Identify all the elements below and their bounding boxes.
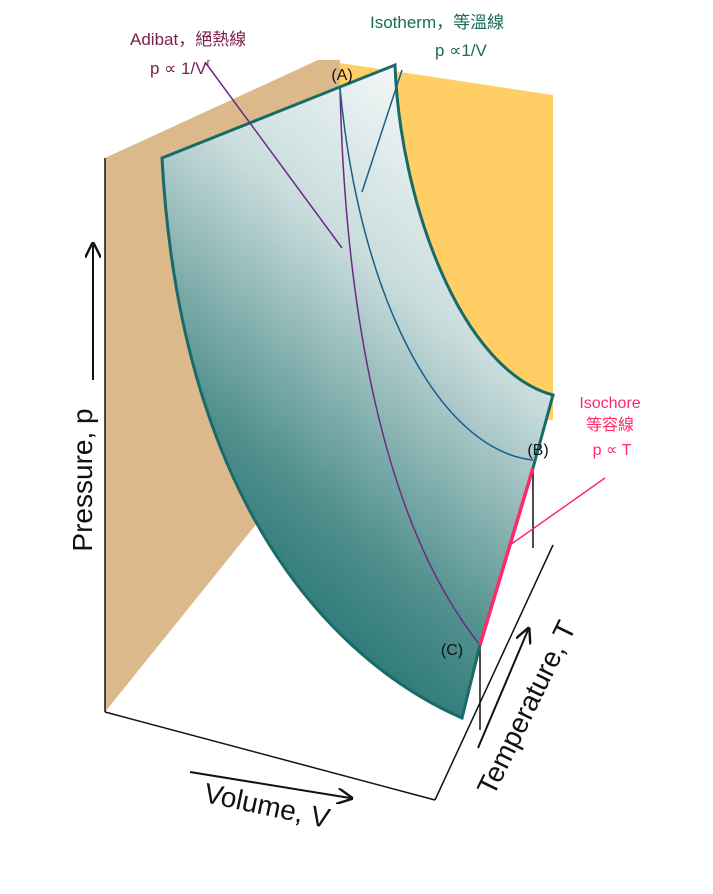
- isochore-formula: p ∝ T: [593, 442, 632, 459]
- floor-edge: [434, 544, 554, 801]
- point-label: (C): [441, 642, 463, 659]
- volume-label: Volume, V: [201, 777, 333, 834]
- adiabat-curve: [339, 87, 481, 646]
- temperature-arrow: [477, 630, 528, 749]
- isotherm-leader: [361, 69, 403, 193]
- isochore-line: [478, 467, 535, 646]
- isochore-title: Isochore: [579, 395, 640, 412]
- isotherm-title: Isotherm，等溫線: [370, 13, 504, 32]
- point-label: (A): [331, 67, 352, 84]
- isochore-leader: [509, 477, 606, 546]
- isotherm-formula: p ∝1/V: [435, 41, 487, 60]
- floor-edge: [104, 711, 436, 801]
- isochore-chinese: 等容線: [586, 416, 634, 434]
- adiabat-leader: [204, 61, 343, 249]
- volume-arrow: [189, 771, 350, 798]
- pvt-surface: [160, 62, 555, 721]
- adiabat-title: Adibat，絕熱線: [130, 30, 246, 49]
- temperature-label: Temperature, T: [471, 616, 582, 800]
- pressure-label: Pressure, p: [67, 408, 98, 551]
- adiabat-formula: p ∝ 1/Vr: [150, 57, 211, 78]
- isotherm-curve: [339, 87, 534, 461]
- point-label: (B): [527, 442, 548, 459]
